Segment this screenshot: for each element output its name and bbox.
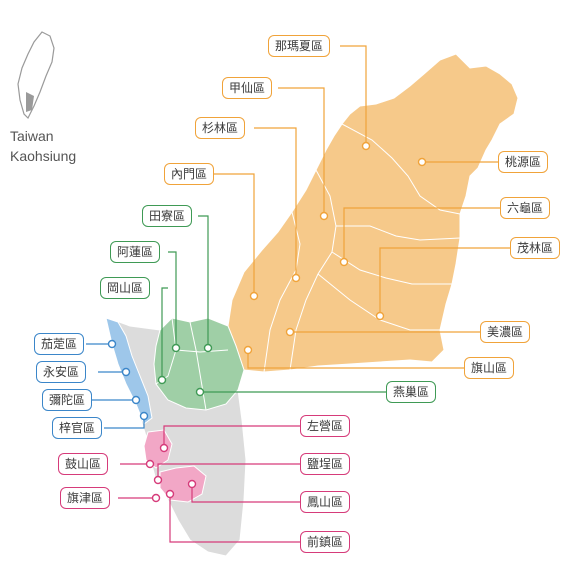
district-label-liugui[interactable]: 六龜區	[500, 197, 551, 219]
blue-dots	[107, 339, 149, 421]
orange-dots	[243, 141, 427, 355]
inset-label-kaohsiung: Kaohsiung	[10, 148, 77, 164]
green-leader-lines	[161, 215, 386, 393]
district-label-gangshan[interactable]: 岡山區	[100, 277, 151, 299]
pink-dots	[145, 443, 197, 503]
pink-leader-lines	[118, 425, 300, 543]
district-label-ziguan[interactable]: 梓官區	[52, 417, 103, 439]
green-dots	[157, 343, 213, 397]
district-label-mituo[interactable]: 彌陀區	[42, 389, 93, 411]
kaohsiung-highlight-icon	[26, 92, 34, 112]
district-label-yanchao[interactable]: 燕巢區	[386, 381, 437, 403]
district-label-qianzhen[interactable]: 前鎮區	[300, 531, 351, 553]
district-label-qieding[interactable]: 茄萣區	[34, 333, 85, 355]
district-label-taoyuan[interactable]: 桃源區	[498, 151, 549, 173]
district-label-namaxia[interactable]: 那瑪夏區	[268, 35, 331, 57]
district-label-qishan[interactable]: 旗山區	[464, 357, 515, 379]
district-label-maolin[interactable]: 茂林區	[510, 237, 561, 259]
district-label-alian[interactable]: 阿蓮區	[110, 241, 161, 263]
district-label-tianliao[interactable]: 田寮區	[142, 205, 193, 227]
district-label-jiaxian[interactable]: 甲仙區	[222, 77, 273, 99]
district-label-meinong[interactable]: 美濃區	[480, 321, 531, 343]
district-label-neimen[interactable]: 內門區	[164, 163, 215, 185]
inset-label-taiwan: Taiwan	[10, 128, 54, 144]
hill-region	[153, 317, 245, 411]
district-label-fengshan[interactable]: 鳳山區	[300, 491, 351, 513]
taiwan-inset-map	[17, 31, 55, 120]
district-label-zuoying[interactable]: 左營區	[300, 415, 351, 437]
district-label-yongan[interactable]: 永安區	[36, 361, 87, 383]
district-label-gushan[interactable]: 鼓山區	[58, 453, 109, 475]
mountain-region	[227, 53, 519, 373]
district-label-yancheng[interactable]: 鹽埕區	[300, 453, 351, 475]
orange-leader-lines	[214, 45, 510, 369]
district-label-qijin[interactable]: 旗津區	[60, 487, 111, 509]
district-label-shanlin[interactable]: 杉林區	[195, 117, 246, 139]
